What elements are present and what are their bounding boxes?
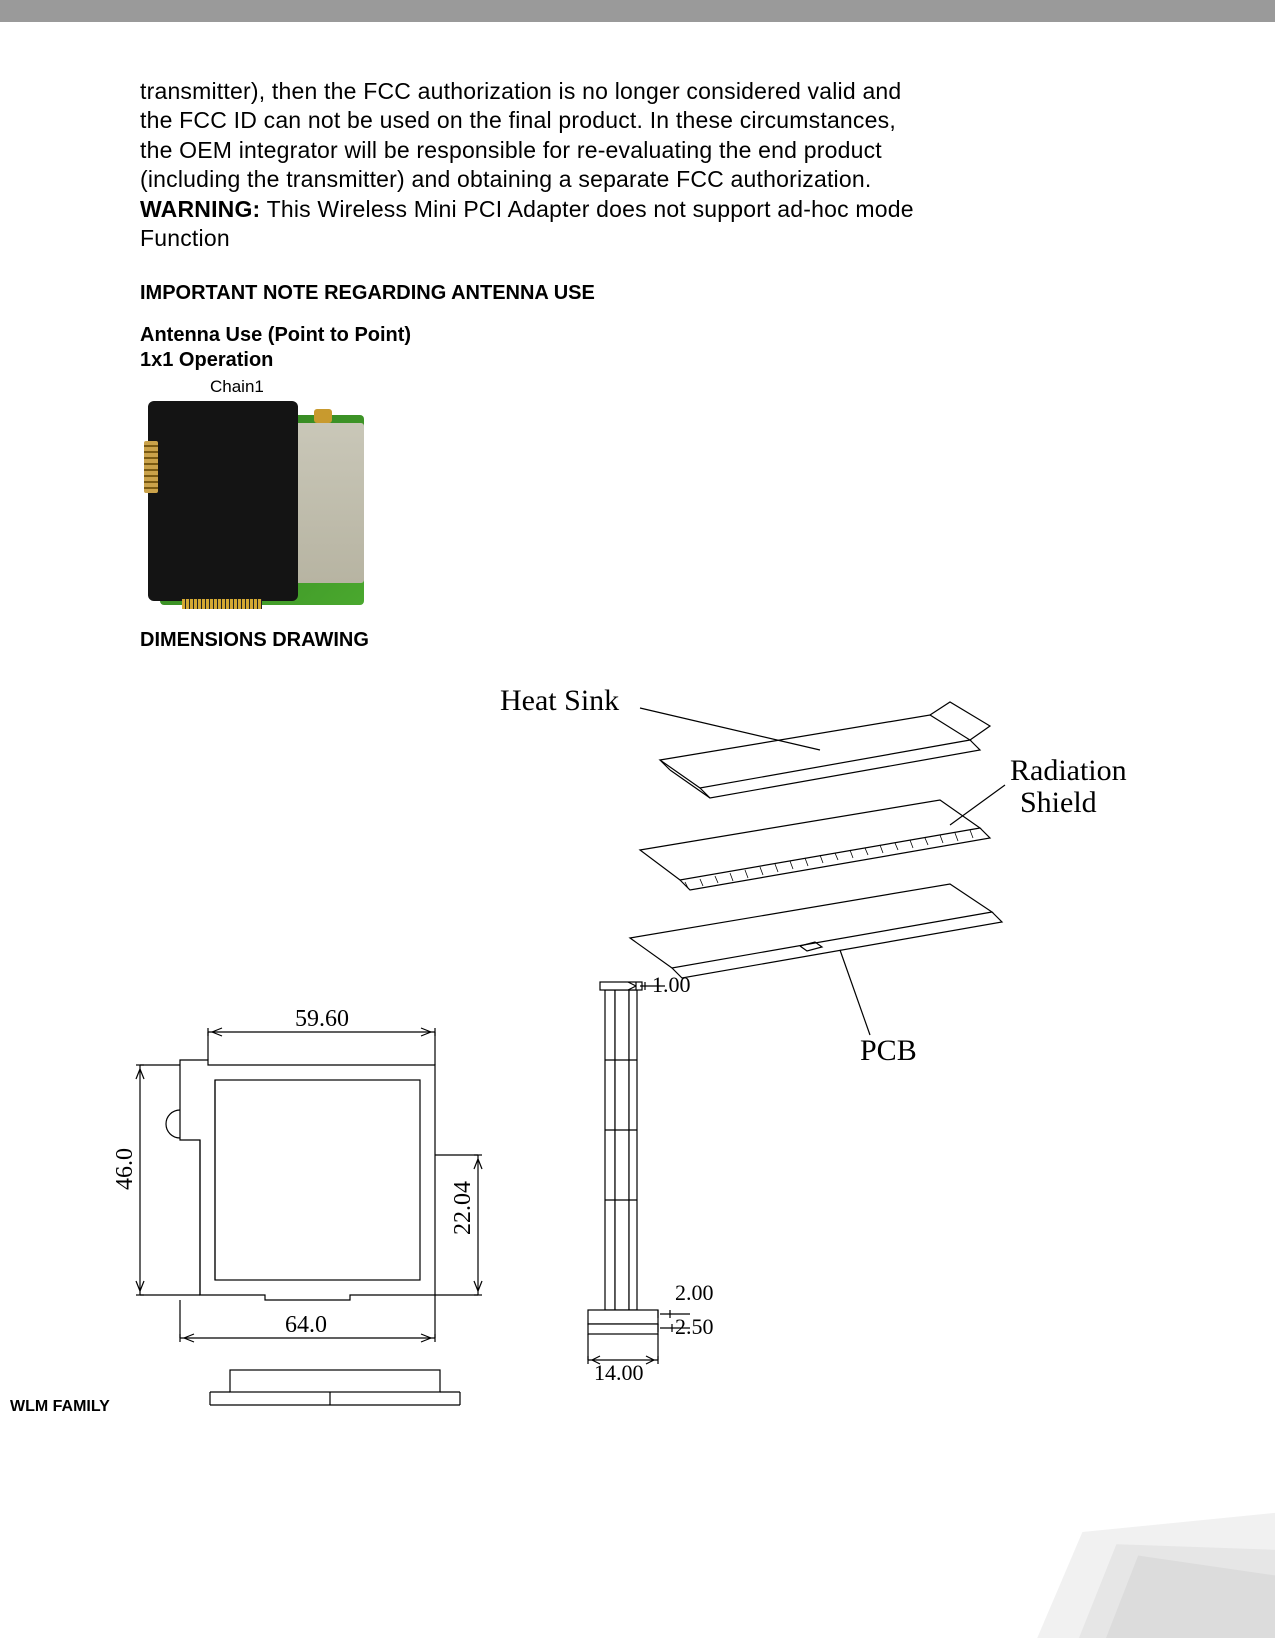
para-line-warning: WARNING: This Wireless Mini PCI Adapter …	[140, 195, 1165, 224]
pcb-label: PCB	[860, 1034, 917, 1067]
side-view	[588, 982, 658, 1334]
corner-decoration	[965, 1408, 1275, 1638]
chain1-label: Chain1	[210, 377, 264, 397]
dim-14-00-text: 14.00	[594, 1360, 644, 1385]
dim-2-50-text: 2.50	[675, 1314, 714, 1339]
footer-family: WLM FAMILY	[10, 1398, 110, 1416]
dim-top	[208, 1028, 435, 1065]
page-content: transmitter), then the FCC authorization…	[0, 22, 1275, 1430]
bottom-bracket	[210, 1370, 460, 1405]
antenna-note-heading: IMPORTANT NOTE REGARDING ANTENNA USE	[140, 282, 1165, 305]
chain-row: Chain1	[140, 375, 1165, 397]
warning-text: This Wireless Mini PCI Adapter does not …	[260, 196, 913, 222]
radiation-label-a: Radiation	[1010, 754, 1127, 787]
para-line: the OEM integrator will be responsible f…	[140, 136, 1165, 165]
dim-64: 64.0	[285, 1312, 327, 1338]
iso-heat-sink	[660, 702, 990, 798]
dimensions-heading: DIMENSIONS DRAWING	[140, 629, 1165, 652]
antenna-connector	[314, 409, 332, 423]
front-view	[166, 1060, 435, 1300]
edge-connector-bottom	[182, 599, 262, 609]
product-photo	[140, 401, 380, 611]
antenna-use-heading: Antenna Use (Point to Point)	[140, 323, 1165, 348]
diagram-svg: Heat Sink Radiation Shield PCB	[100, 660, 1130, 1430]
iso-pcb	[630, 884, 1002, 978]
heatsink-module	[148, 401, 298, 601]
heat-sink-label: Heat Sink	[500, 684, 619, 717]
para-line: Function	[140, 224, 1165, 253]
radiation-label-b: Shield	[1020, 786, 1097, 819]
dim-2-00-text: 2.00	[675, 1280, 714, 1305]
dimensions-diagram: Heat Sink Radiation Shield PCB	[100, 660, 1130, 1430]
para-line: the FCC ID can not be used on the final …	[140, 106, 1165, 135]
header-bar	[0, 0, 1275, 22]
edge-connector-left	[144, 441, 158, 493]
dim-59-60: 59.60	[295, 1006, 349, 1032]
para-line: (including the transmitter) and obtainin…	[140, 165, 1165, 194]
operation-heading: 1x1 Operation	[140, 348, 1165, 373]
dim-46: 46.0	[112, 1148, 138, 1190]
dim-1-00-text: 1.00	[652, 972, 691, 997]
para-line: transmitter), then the FCC authorization…	[140, 77, 1165, 106]
warning-label: WARNING:	[140, 196, 260, 222]
regulatory-paragraph: transmitter), then the FCC authorization…	[140, 77, 1165, 254]
dim-22-04: 22.04	[450, 1181, 476, 1235]
iso-radiation-shield	[640, 800, 990, 890]
